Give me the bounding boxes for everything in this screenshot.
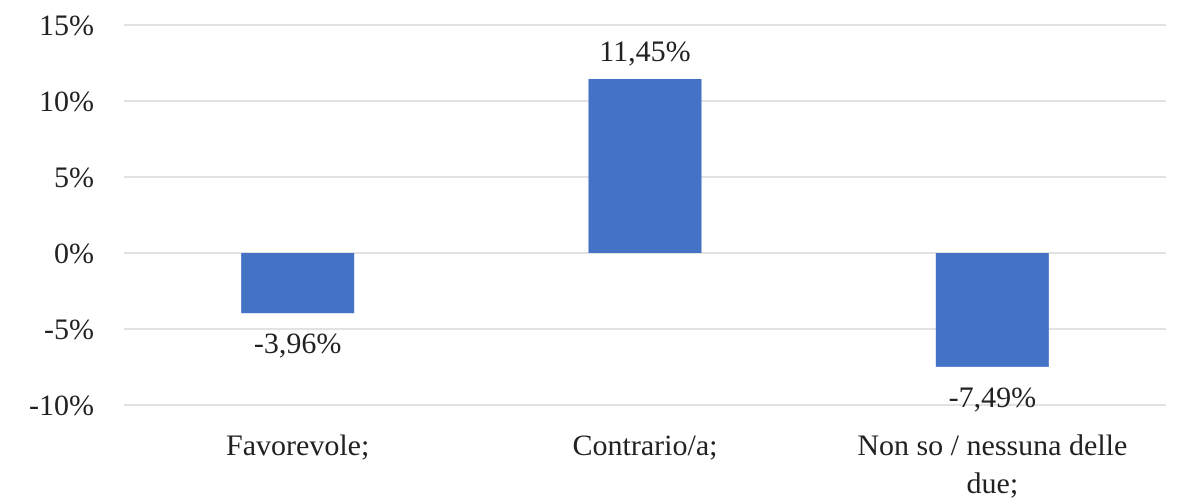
y-tick-label: -10%	[29, 389, 94, 422]
category-label: Non so / nessuna delle due;	[857, 429, 1127, 500]
bar	[935, 253, 1049, 367]
category-label: Contrario/a;	[573, 429, 718, 462]
x-axis-category-labels: Favorevole; Contrario/a; Non so / nessuna …	[226, 429, 1127, 500]
data-label: -7,49%	[949, 381, 1036, 414]
category-label-line: due;	[967, 467, 1019, 500]
data-labels: -3,96% 11,45% -7,49%	[254, 35, 1036, 414]
y-tick-label: 15%	[39, 9, 94, 42]
data-label: 11,45%	[599, 35, 690, 68]
bar	[241, 253, 355, 314]
y-tick-label: -5%	[44, 313, 94, 346]
y-tick-label: 5%	[54, 161, 94, 194]
y-axis-tick-labels: 15% 10% 5% 0% -5% -10%	[29, 9, 94, 422]
data-label: -3,96%	[254, 327, 341, 360]
bars	[241, 78, 1049, 367]
category-label-line: Favorevole;	[226, 429, 369, 462]
category-label-line: Non so / nessuna delle	[857, 429, 1127, 462]
bar	[588, 78, 702, 254]
category-label: Favorevole;	[226, 429, 369, 462]
category-label-line: Contrario/a;	[573, 429, 718, 462]
y-tick-label: 10%	[39, 85, 94, 118]
y-tick-label: 0%	[54, 237, 94, 270]
